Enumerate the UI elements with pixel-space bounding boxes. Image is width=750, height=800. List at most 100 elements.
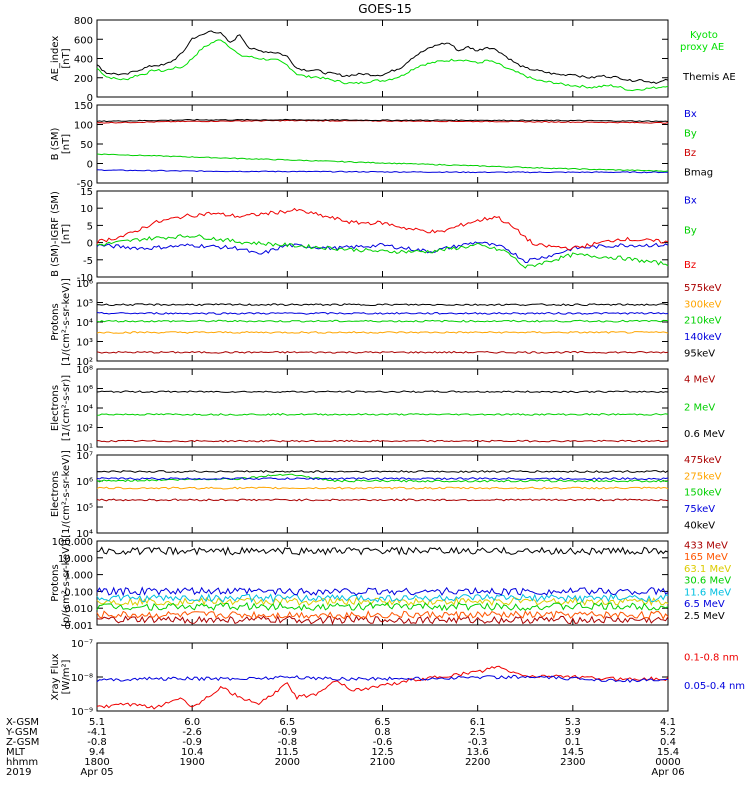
panel-protons_low: 10⁶ 10⁵ 10⁴ 10³ 10² Protons [1/(cm²-s-sr-keV)]… (50, 278, 722, 368)
y-tick-label: 10⁴ (76, 318, 93, 329)
x-axis-value: 5.1 (89, 717, 105, 728)
x-axis-value: 1900 (179, 757, 204, 768)
y-axis-label: B (SM) (50, 127, 61, 160)
series-line (96, 602, 669, 612)
legend-label: Bx (684, 109, 697, 120)
legend-label: 300keV (684, 299, 722, 310)
x-axis-value: 1800 (84, 757, 109, 768)
series-line (96, 665, 669, 710)
panel-frame (96, 190, 669, 278)
series-line (96, 439, 669, 443)
legend-label: 2 MeV (684, 402, 715, 413)
series-line (96, 303, 669, 307)
y-tick-label: 10⁴ (76, 529, 93, 540)
x-axis-value: 0.1 (565, 737, 581, 748)
x-axis-value: 2.5 (470, 727, 486, 738)
legend-label: 475keV (684, 455, 722, 466)
y-axis-label: [1/(cm²-s-sr-keV)] (61, 450, 72, 538)
y-axis-label: [nT] (61, 48, 72, 68)
legend-label: 150keV (684, 488, 722, 499)
y-axis-label: Xray Flux (50, 653, 61, 700)
x-axis-value: -0.9 (278, 727, 298, 738)
legend-label: 275keV (684, 471, 722, 482)
legend-label: 95keV (684, 348, 715, 359)
x-axis-value: 13.6 (467, 747, 489, 758)
panel-electrons_kev: 10⁷ 10⁶ 10⁵ 10⁴ Electrons [1/(cm²-s-sr-keV)] 4… (50, 450, 722, 540)
series-line (96, 153, 669, 172)
y-tick-label: 10.000 (58, 554, 93, 565)
x-axis-row-label: Z-GSM (6, 737, 39, 748)
y-axis-label: AE_index (50, 36, 61, 82)
x-axis-value: 15.4 (657, 747, 679, 758)
series-line (96, 486, 669, 490)
x-axis-value: 12.5 (371, 747, 393, 758)
series-line (96, 390, 669, 394)
x-axis-value: -2.6 (182, 727, 202, 738)
legend-label: 75keV (684, 504, 715, 515)
x-axis-value: 0.4 (660, 737, 676, 748)
y-tick-label: 10⁻⁷ (71, 639, 93, 650)
y-tick-label: 15 (80, 187, 93, 198)
y-tick-label: 0 (87, 160, 93, 171)
series-line (96, 413, 669, 416)
x-axis-value: 2100 (370, 757, 395, 768)
x-axis-row-label: 2019 (6, 767, 31, 778)
y-tick-label: 5 (87, 221, 93, 232)
legend-label: By (684, 128, 697, 139)
x-axis-value: Apr 05 (80, 767, 113, 778)
series-line (96, 207, 669, 251)
series-line (96, 586, 669, 597)
legend-label: 2.5 MeV (684, 611, 725, 622)
x-axis-value: Apr 06 (651, 767, 684, 778)
legend-label: 0.6 MeV (684, 429, 725, 440)
x-axis-value: 5.3 (565, 717, 581, 728)
x-axis-value: -0.8 (278, 737, 298, 748)
x-axis-row-label: Y-GSM (5, 727, 38, 738)
series-line (96, 593, 669, 604)
x-axis-table: X-GSMY-GSMZ-GSMMLThhmm20195.1-4.1-0.89.4… (5, 717, 685, 778)
series-line (97, 234, 669, 269)
x-axis-value: 6.5 (279, 717, 295, 728)
panel-xray: 10⁻⁷ 10⁻⁸ 10⁻⁹ Xray Flux [W/m²] 0.1-0.8 nm 0.0… (50, 639, 745, 718)
panel-frame (96, 454, 669, 534)
y-tick-label: 10⁷ (76, 451, 93, 462)
y-axis-label: [p/(cm²-s-sr-keV)] (61, 539, 72, 627)
series-line (96, 319, 669, 323)
x-axis-value: 6.5 (375, 717, 391, 728)
y-tick-label: 150 (74, 101, 93, 112)
legend-label: proxy AE (680, 42, 724, 53)
y-tick-label: 10⁶ (76, 477, 93, 488)
series-line (96, 470, 669, 474)
legend-label: Bx (684, 196, 697, 207)
panel-frame (96, 368, 669, 448)
legend-label: 4 MeV (684, 374, 715, 385)
y-tick-label: 0.001 (64, 621, 93, 632)
panel-bdiff: 15 10 5 0 -5 -10 B (SM)-IGRF (SM) [nT] Bx By Bz (50, 187, 697, 284)
series-line (96, 498, 669, 502)
x-axis-value: 3.9 (565, 727, 581, 738)
y-tick-label: 100.000 (52, 537, 93, 548)
x-axis-value: 2000 (275, 757, 300, 768)
series-line (96, 350, 669, 354)
y-tick-label: 10² (76, 357, 93, 368)
y-axis-label: Protons (50, 303, 61, 340)
x-axis-value: -0.3 (468, 737, 488, 748)
x-axis-value: -0.8 (87, 737, 107, 748)
x-axis-value: 0000 (655, 757, 680, 768)
y-axis-label: B (SM)-IGRF (SM) (50, 191, 61, 277)
x-axis-value: 14.5 (562, 747, 584, 758)
series-line (96, 674, 668, 683)
series-line (96, 169, 669, 174)
series-line (96, 546, 669, 557)
legend-label: 433 MeV (684, 540, 728, 551)
x-axis-value: 4.1 (660, 717, 676, 728)
legend-label: 63.1 MeV (684, 564, 731, 575)
series-line (96, 473, 669, 483)
y-tick-label: 0 (87, 239, 93, 250)
y-tick-label: 400 (74, 55, 93, 66)
series-line (96, 311, 669, 315)
legend-label: Bz (684, 260, 696, 271)
y-axis-label: [W/m²] (61, 659, 72, 694)
y-axis-label: Electrons (50, 471, 61, 517)
